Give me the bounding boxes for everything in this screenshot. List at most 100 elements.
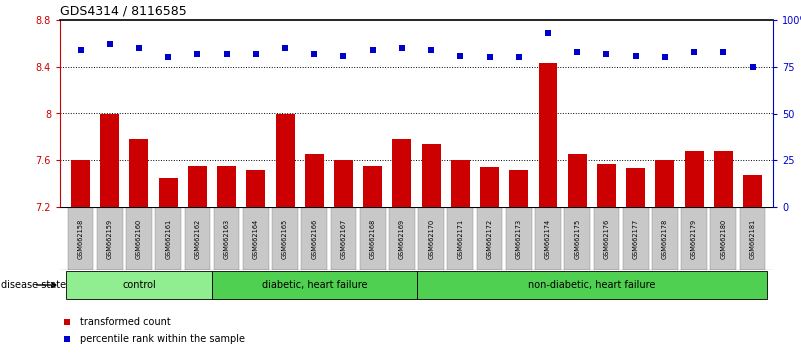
Point — [483, 55, 496, 60]
Text: GDS4314 / 8116585: GDS4314 / 8116585 — [60, 5, 187, 17]
Point — [60, 336, 73, 342]
Text: GSM662161: GSM662161 — [165, 218, 171, 258]
Text: GSM662160: GSM662160 — [136, 218, 142, 259]
Bar — [597, 164, 616, 207]
Text: GSM662163: GSM662163 — [223, 218, 230, 258]
Text: GSM662162: GSM662162 — [195, 218, 200, 259]
FancyBboxPatch shape — [418, 207, 444, 270]
Point — [308, 51, 320, 57]
Text: non-diabetic, heart failure: non-diabetic, heart failure — [528, 280, 655, 290]
Text: transformed count: transformed count — [80, 317, 171, 327]
Point — [220, 51, 233, 57]
Point — [191, 51, 203, 57]
FancyBboxPatch shape — [331, 207, 356, 270]
Point — [658, 55, 671, 60]
Text: disease state: disease state — [2, 280, 66, 290]
Bar — [626, 169, 645, 207]
Point — [630, 53, 642, 58]
Point — [717, 49, 730, 55]
FancyBboxPatch shape — [66, 270, 212, 299]
Text: GSM662180: GSM662180 — [720, 218, 727, 259]
Bar — [421, 144, 441, 207]
FancyBboxPatch shape — [623, 207, 649, 270]
Text: percentile rank within the sample: percentile rank within the sample — [80, 334, 245, 344]
Point — [366, 47, 379, 53]
FancyBboxPatch shape — [477, 207, 502, 270]
Bar — [217, 166, 236, 207]
Text: diabetic, heart failure: diabetic, heart failure — [261, 280, 367, 290]
Bar — [100, 114, 119, 207]
Text: GSM662172: GSM662172 — [486, 218, 493, 259]
Point — [279, 45, 292, 51]
FancyBboxPatch shape — [710, 207, 736, 270]
Text: GSM662167: GSM662167 — [340, 218, 347, 259]
Bar — [159, 178, 178, 207]
FancyBboxPatch shape — [417, 270, 767, 299]
Bar — [363, 166, 382, 207]
Point — [425, 47, 437, 53]
FancyBboxPatch shape — [126, 207, 152, 270]
Bar — [276, 114, 295, 207]
Text: GSM662179: GSM662179 — [691, 218, 697, 258]
FancyBboxPatch shape — [67, 207, 94, 270]
FancyBboxPatch shape — [301, 207, 327, 270]
FancyBboxPatch shape — [535, 207, 561, 270]
FancyBboxPatch shape — [681, 207, 707, 270]
Bar — [247, 170, 265, 207]
Bar — [568, 154, 586, 207]
FancyBboxPatch shape — [212, 270, 417, 299]
FancyBboxPatch shape — [594, 207, 619, 270]
FancyBboxPatch shape — [565, 207, 590, 270]
Bar — [188, 166, 207, 207]
Bar — [714, 151, 733, 207]
Bar — [71, 160, 90, 207]
Bar — [480, 167, 499, 207]
Point — [162, 55, 175, 60]
Text: GSM662169: GSM662169 — [399, 218, 405, 258]
Bar — [392, 139, 412, 207]
Text: GSM662164: GSM662164 — [253, 218, 259, 259]
FancyBboxPatch shape — [506, 207, 532, 270]
FancyBboxPatch shape — [360, 207, 385, 270]
Point — [337, 53, 350, 58]
FancyBboxPatch shape — [184, 207, 210, 270]
Bar — [743, 176, 762, 207]
Bar — [685, 151, 703, 207]
FancyBboxPatch shape — [448, 207, 473, 270]
FancyBboxPatch shape — [155, 207, 181, 270]
Text: GSM662176: GSM662176 — [603, 218, 610, 259]
Point — [132, 45, 145, 51]
Point — [688, 49, 701, 55]
Bar — [334, 160, 353, 207]
Point — [249, 51, 262, 57]
Point — [60, 319, 73, 325]
Text: GSM662175: GSM662175 — [574, 218, 580, 259]
Text: GSM662165: GSM662165 — [282, 218, 288, 259]
Point — [74, 47, 87, 53]
Point — [513, 55, 525, 60]
Text: GSM662166: GSM662166 — [312, 218, 317, 259]
Text: GSM662178: GSM662178 — [662, 218, 668, 259]
FancyBboxPatch shape — [272, 207, 298, 270]
Point — [541, 30, 554, 36]
Bar — [509, 170, 529, 207]
Text: GSM662177: GSM662177 — [633, 218, 638, 259]
Bar — [130, 139, 148, 207]
FancyBboxPatch shape — [243, 207, 268, 270]
Point — [571, 49, 584, 55]
Bar — [655, 160, 674, 207]
Text: GSM662171: GSM662171 — [457, 218, 463, 258]
Point — [103, 41, 116, 47]
FancyBboxPatch shape — [214, 207, 239, 270]
Text: GSM662173: GSM662173 — [516, 218, 521, 258]
Point — [396, 45, 409, 51]
FancyBboxPatch shape — [739, 207, 766, 270]
Bar — [451, 160, 470, 207]
Bar — [538, 63, 557, 207]
Text: GSM662168: GSM662168 — [370, 218, 376, 259]
Point — [454, 53, 467, 58]
Point — [746, 64, 759, 70]
Point — [600, 51, 613, 57]
FancyBboxPatch shape — [97, 207, 123, 270]
FancyBboxPatch shape — [389, 207, 415, 270]
